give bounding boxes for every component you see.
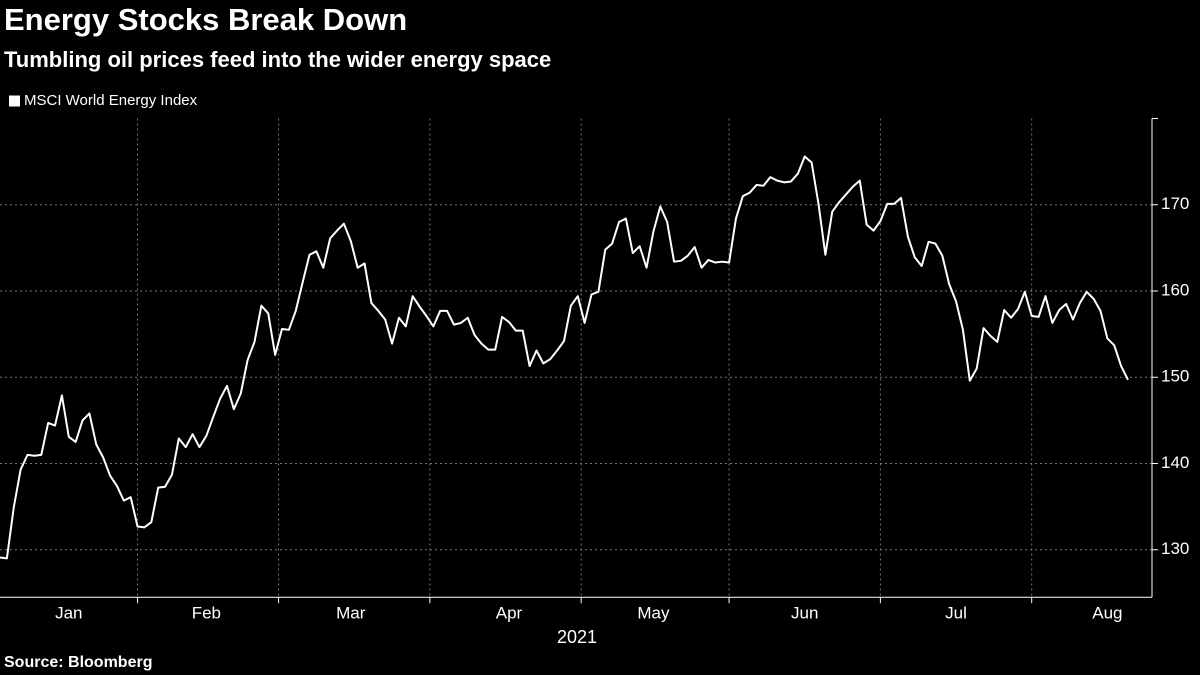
x-tick-label: Aug <box>1092 603 1122 622</box>
y-tick-label: 140 <box>1161 453 1189 472</box>
x-tick-label: Jun <box>791 603 818 622</box>
data-line <box>0 155 1129 560</box>
chart-subtitle: Tumbling oil prices feed into the wider … <box>4 47 551 72</box>
y-tick-label: 160 <box>1161 280 1189 299</box>
x-tick-label: Apr <box>496 603 523 622</box>
x-tick-label: May <box>637 603 670 622</box>
y-tick-label: 130 <box>1161 539 1189 558</box>
x-tick-label: Feb <box>192 603 221 622</box>
legend-swatch <box>9 95 20 107</box>
y-tick-label: 150 <box>1161 367 1189 386</box>
chart-title: Energy Stocks Break Down <box>4 2 407 37</box>
x-tick-label: Jul <box>945 603 967 622</box>
source: Source: Bloomberg <box>4 654 152 671</box>
x-axis-label: 2021 <box>557 627 597 647</box>
x-tick-label: Mar <box>336 603 366 622</box>
x-tick-label: Jan <box>55 603 82 622</box>
y-tick-label: 170 <box>1161 194 1189 213</box>
legend-label: MSCI World Energy Index <box>24 92 198 109</box>
